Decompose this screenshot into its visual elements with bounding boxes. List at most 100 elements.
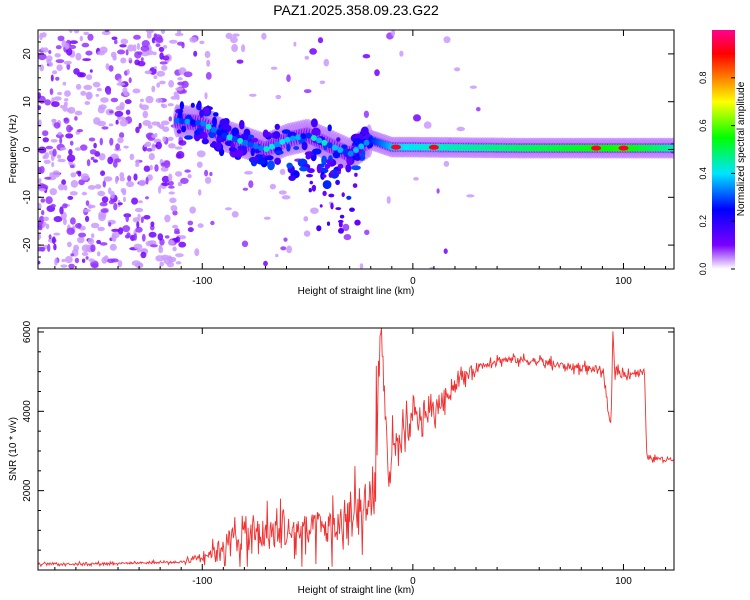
spectrogram-tail-blob — [328, 193, 335, 198]
spectrogram-y-tick-label: 20 — [22, 48, 33, 60]
snr-ylabel: SNR (10 * v/v) — [8, 417, 19, 481]
spectrogram-ridge-core — [284, 136, 291, 143]
spectrogram-signal-blob — [286, 162, 293, 169]
spectrogram-noise-blob — [53, 96, 62, 101]
spectrogram-noise-blob — [111, 36, 118, 41]
spectrogram-noise-blob — [136, 221, 140, 228]
spectrogram-ridge-core — [226, 134, 233, 141]
spectrogram-noise-blob — [187, 220, 194, 226]
spectrogram-noise-blob — [143, 215, 151, 220]
spectrogram-noise-blob — [99, 242, 108, 246]
spectrogram-signal-blob — [286, 143, 291, 152]
spectrogram-noise-blob — [173, 91, 179, 98]
spectrogram-noise-blob — [57, 158, 66, 163]
spectrogram-noise-blob — [236, 59, 244, 64]
spectrogram-signal-blob — [203, 107, 210, 115]
spectrogram-noise-blob — [51, 236, 56, 244]
spectrogram-y-tick-label: 10 — [22, 96, 33, 108]
spectrogram-noise-blob — [61, 258, 66, 263]
spectrogram-noise-blob — [177, 41, 185, 46]
spectrogram-noise-blob — [168, 80, 175, 88]
spectrogram-noise-blob — [94, 184, 102, 190]
spectrogram-noise-blob — [38, 178, 42, 184]
spectrogram-noise-blob — [269, 183, 276, 190]
spectrogram-noise-blob — [303, 89, 312, 94]
spectrogram-signal-blob — [293, 146, 300, 150]
spectrogram-noise-blob — [63, 98, 69, 102]
spectrogram-signal-blob — [264, 155, 274, 161]
spectrogram-ridge-core — [289, 135, 296, 142]
spectrogram-noise-blob — [108, 187, 112, 195]
spectrogram-noise-blob — [127, 175, 132, 182]
spectrogram-noise-blob — [156, 70, 166, 77]
spectrogram-signal-blob — [335, 179, 340, 185]
spectrogram-noise-blob — [81, 42, 90, 48]
spectrogram-noise-blob — [261, 32, 267, 40]
spectrogram-signal-blob — [345, 164, 352, 173]
spectrogram-noise-blob — [189, 206, 196, 214]
spectrogram-noise-blob — [96, 239, 101, 245]
spectrogram-noise-blob — [52, 70, 58, 75]
spectrogram-noise-blob — [56, 64, 63, 71]
spectrogram-noise-blob — [62, 104, 68, 112]
spectrogram-noise-blob — [241, 240, 249, 248]
spectrogram-noise-blob — [196, 161, 203, 168]
spectrogram-noise-blob — [155, 36, 164, 43]
spectrogram-noise-blob — [38, 92, 41, 99]
spectrogram-noise-blob — [68, 263, 75, 269]
spectrogram-signal-blob — [341, 144, 348, 150]
spectrogram-noise-blob — [399, 50, 404, 57]
spectrogram-noise-blob — [197, 223, 204, 228]
spectrogram-noise-blob — [159, 80, 166, 85]
spectrogram-noise-blob — [114, 110, 124, 117]
spectrogram-noise-blob — [161, 182, 170, 186]
spectrogram-noise-blob — [69, 164, 75, 169]
spectrogram-noise-blob — [81, 191, 88, 196]
spectrogram-noise-blob — [166, 261, 175, 268]
spectrogram-ridge-core — [189, 119, 196, 126]
spectrogram-noise-blob — [164, 214, 171, 223]
spectrogram-noise-blob — [140, 216, 144, 224]
spectrogram-noise-blob — [67, 241, 72, 248]
spectrogram-noise-blob — [149, 164, 153, 171]
colorbar-tick-label: 0.4 — [698, 167, 708, 180]
spectrogram-noise-blob — [172, 224, 179, 229]
spectrogram-noise-blob — [179, 235, 187, 240]
spectrogram-noise-blob — [146, 148, 153, 152]
spectrogram-noise-blob — [224, 207, 232, 211]
spectrogram-signal-blob — [201, 138, 209, 145]
spectrogram-noise-blob — [194, 248, 200, 257]
spectrogram-noise-blob — [101, 30, 111, 36]
spectrogram-signal-blob — [336, 137, 341, 142]
spectrogram-noise-blob — [150, 221, 155, 227]
spectrogram-noise-blob — [303, 230, 311, 237]
spectrogram-noise-blob — [76, 129, 84, 133]
spectrogram-noise-blob — [137, 213, 141, 219]
spectrogram-noise-blob — [175, 236, 181, 243]
spectrogram-ridge-core — [258, 145, 265, 152]
spectrogram-noise-blob — [158, 46, 165, 53]
spectrogram-noise-blob — [53, 122, 61, 129]
spectrogram-noise-blob — [74, 116, 78, 121]
spectrogram-signal-blob — [307, 168, 315, 174]
spectrogram-noise-blob — [263, 216, 271, 220]
spectrogram-noise-blob — [146, 50, 154, 56]
spectrogram-ridge-core — [342, 149, 349, 156]
snr-panel: -100 0 100 2000 4000 6000 Height of straight … — [8, 320, 675, 596]
spectrogram-noise-blob — [42, 137, 49, 143]
spectrogram-tail-blob — [352, 183, 358, 189]
spectrogram-ridge-core — [358, 143, 365, 150]
colorbar-ticks: 0.0 0.2 0.4 0.6 0.8 — [698, 72, 735, 275]
spectrogram-tail-blob — [330, 202, 334, 210]
spectrogram-noise-blob — [423, 121, 432, 129]
spectrogram-noise-blob — [109, 243, 117, 251]
spectrogram-tail-blob — [354, 219, 361, 226]
spectrogram-noise-blob — [456, 126, 466, 132]
spectrogram-ridge-core — [253, 143, 259, 150]
spectrogram-noise-blob — [161, 65, 168, 71]
spectrogram-noise-blob — [38, 105, 41, 110]
spectrogram-tail-blob — [330, 170, 335, 174]
spectrogram-noise-blob — [75, 52, 82, 61]
spectrogram-noise-blob — [39, 166, 45, 174]
